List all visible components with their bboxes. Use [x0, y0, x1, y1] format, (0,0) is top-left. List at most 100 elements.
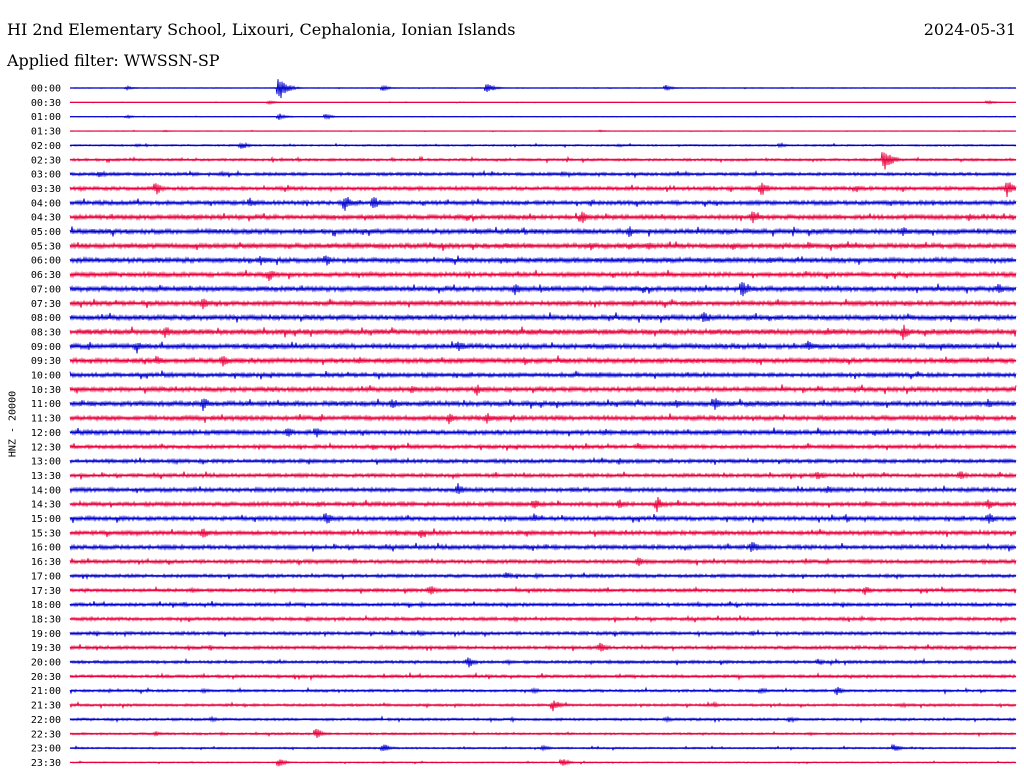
trace-line-2030 [69, 671, 1017, 682]
time-label-0630: 06:30 [31, 270, 61, 281]
time-label-0030: 00:30 [31, 98, 61, 109]
time-label-2200: 22:00 [31, 715, 61, 726]
trace-line-2330 [69, 758, 1017, 767]
time-label-2100: 21:00 [31, 686, 61, 697]
time-label-2000: 20:00 [31, 658, 61, 669]
trace-line-0830 [69, 324, 1017, 341]
trace-line-1730 [69, 585, 1017, 595]
time-label-0330: 03:30 [31, 184, 61, 195]
trace-line-1230 [69, 441, 1017, 451]
time-label-0000: 00:00 [31, 84, 61, 95]
time-label-2030: 20:30 [31, 672, 61, 683]
time-label-0600: 06:00 [31, 256, 61, 267]
time-label-0400: 04:00 [31, 198, 61, 209]
trace-line-0930 [69, 355, 1017, 367]
time-label-0100: 01:00 [31, 112, 61, 123]
time-label-0230: 02:30 [31, 155, 61, 166]
time-label-0500: 05:00 [31, 227, 61, 238]
time-label-1600: 16:00 [31, 543, 61, 554]
time-label-1930: 19:30 [31, 643, 61, 654]
filter-label: Applied filter: WWSSN-SP [7, 51, 220, 70]
trace-line-1700 [69, 572, 1017, 581]
trace-line-2200 [69, 715, 1017, 724]
trace-line-0000 [69, 79, 1017, 99]
time-label-1130: 11:30 [31, 414, 61, 425]
trace-line-1100 [69, 398, 1017, 412]
trace-line-2130 [69, 700, 1017, 712]
trace-line-0500 [69, 226, 1017, 237]
time-label-0700: 07:00 [31, 284, 61, 295]
trace-line-0130 [69, 129, 1017, 133]
trace-line-2300 [69, 743, 1017, 752]
time-label-2300: 23:00 [31, 744, 61, 755]
trace-line-1900 [69, 628, 1017, 638]
trace-line-1330 [69, 471, 1017, 481]
time-label-0930: 09:30 [31, 356, 61, 367]
trace-line-0900 [69, 340, 1017, 354]
trace-line-1030 [69, 384, 1017, 396]
trace-line-0100 [69, 113, 1017, 121]
time-label-0200: 02:00 [31, 141, 61, 152]
time-label-1000: 10:00 [31, 371, 61, 382]
trace-line-1600 [69, 542, 1017, 553]
trace-line-0330 [69, 182, 1017, 198]
trace-line-1500 [69, 513, 1017, 524]
time-label-1530: 15:30 [31, 528, 61, 539]
trace-line-1300 [69, 456, 1017, 466]
trace-line-2230 [69, 728, 1017, 738]
trace-line-2100 [69, 686, 1017, 696]
time-label-1730: 17:30 [31, 586, 61, 597]
time-label-1400: 14:00 [31, 485, 61, 496]
time-label-1630: 16:30 [31, 557, 61, 568]
trace-line-0630 [69, 269, 1017, 281]
time-label-1430: 14:30 [31, 500, 61, 511]
trace-line-1000 [69, 370, 1017, 380]
trace-line-2000 [69, 657, 1017, 668]
time-label-0830: 08:30 [31, 327, 61, 338]
time-label-1700: 17:00 [31, 571, 61, 582]
trace-line-0600 [69, 255, 1017, 266]
time-label-1500: 15:00 [31, 514, 61, 525]
time-label-0730: 07:30 [31, 299, 61, 310]
time-label-0530: 05:30 [31, 241, 61, 252]
trace-line-1630 [69, 557, 1017, 566]
trace-line-0430 [69, 211, 1017, 224]
trace-line-0730 [69, 298, 1017, 310]
time-label-1830: 18:30 [31, 614, 61, 625]
trace-line-1830 [69, 614, 1017, 624]
time-label-0430: 04:30 [31, 213, 61, 224]
trace-line-0530 [69, 241, 1017, 251]
time-label-1200: 12:00 [31, 428, 61, 439]
trace-line-0200 [69, 141, 1017, 149]
trace-line-1800 [69, 600, 1017, 609]
trace-line-1430 [69, 496, 1017, 513]
trace-line-1400 [69, 483, 1017, 495]
trace-line-1130 [69, 412, 1017, 425]
trace-line-1930 [69, 642, 1017, 652]
trace-line-0800 [69, 312, 1017, 323]
trace-line-1200 [69, 427, 1017, 438]
time-label-0900: 09:00 [31, 342, 61, 353]
time-label-1300: 13:00 [31, 457, 61, 468]
time-label-2230: 22:30 [31, 729, 61, 740]
trace-line-0700 [69, 281, 1017, 297]
recording-date: 2024-05-31 [923, 20, 1016, 39]
time-label-2330: 23:30 [31, 758, 61, 769]
trace-line-0030 [69, 99, 1017, 106]
time-label-1100: 11:00 [31, 399, 61, 410]
station-title: HI 2nd Elementary School, Lixouri, Cepha… [7, 20, 516, 39]
trace-line-0400 [69, 196, 1017, 211]
time-label-1330: 13:30 [31, 471, 61, 482]
time-label-1030: 10:30 [31, 385, 61, 396]
time-label-layer: 00:00 00:30 01:00 01:30 02:00 02:30 03:00 03:30… [31, 84, 61, 769]
time-label-1900: 19:00 [31, 629, 61, 640]
trace-layer [69, 79, 1017, 767]
trace-line-0230 [69, 152, 1017, 170]
trace-line-0300 [69, 169, 1017, 179]
time-label-1800: 18:00 [31, 600, 61, 611]
trace-line-1530 [69, 528, 1017, 538]
time-label-0300: 03:00 [31, 170, 61, 181]
time-label-1230: 12:30 [31, 442, 61, 453]
